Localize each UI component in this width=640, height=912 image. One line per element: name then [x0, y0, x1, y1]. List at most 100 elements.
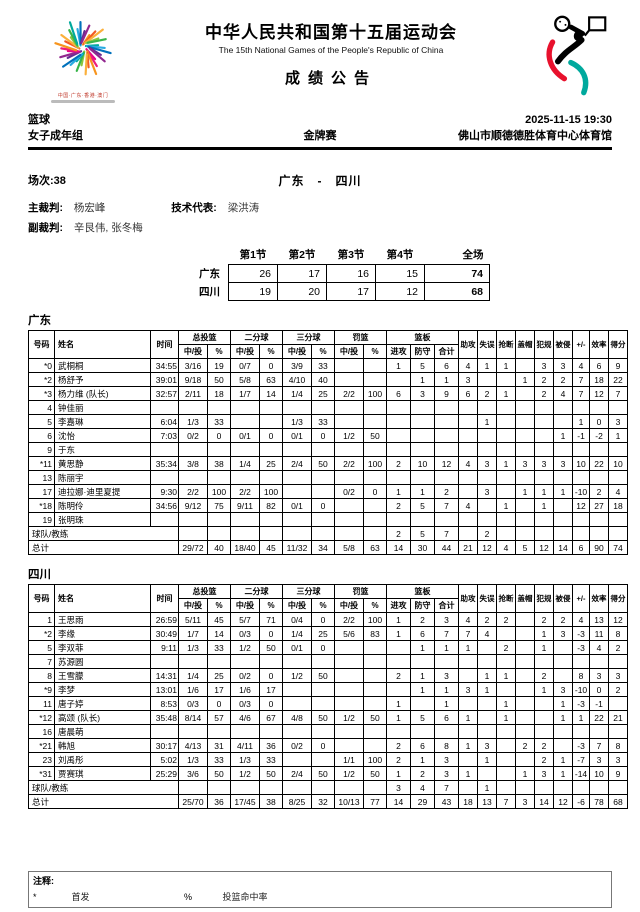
stat-cell: 1/4 [282, 626, 312, 641]
stat-cell: 1 [458, 766, 479, 781]
player-number: *18 [28, 498, 55, 513]
stat-cell: 12 [433, 456, 460, 471]
stat-cell: 1/2 [230, 766, 260, 781]
stat-cell: 2 [477, 526, 498, 541]
stat-cell [386, 428, 411, 443]
stat-cell [515, 668, 536, 683]
stat-cell [150, 724, 179, 739]
player-row: 23 刘禹彤 5:02 1/3 33 1/3 33 1/1 100 2 1 3 1 2 1 -7 3 3 [28, 752, 629, 767]
stat-cell: 2 [496, 640, 517, 655]
quarter-score-table: 第1节 第2节 第3节 第4节 全场 广东 26 17 16 15 74 四川 19 20 17 12 68 [180, 244, 490, 301]
player-number: 8 [28, 668, 55, 683]
stat-cell: 9 [608, 358, 629, 373]
stat-cell: 1/2 [230, 640, 260, 655]
stat-cell: 38 [259, 794, 283, 809]
quarter-score: 26 [228, 264, 278, 283]
stat-cell [515, 682, 536, 697]
stat-cell [386, 654, 411, 669]
quarter-score-wrap: 第1节 第2节 第3节 第4节 全场 广东 26 17 16 15 74 四川 19 20 17 12 68 [180, 244, 612, 301]
stat-cell: 29 [410, 794, 435, 809]
stat-cell: 1 [496, 710, 517, 725]
stat-cell [515, 498, 536, 513]
stat-cell: 1 [477, 358, 498, 373]
matchup: 广东 - 四川 [28, 172, 612, 189]
stat-cell [458, 696, 479, 711]
stat-cell [386, 640, 411, 655]
team-coach-label: 球队/教练 [28, 780, 179, 795]
stat-cell: 18 [458, 794, 479, 809]
stat-cell: 0 [311, 640, 335, 655]
stat-cell [207, 724, 231, 739]
stat-cell: 63 [363, 540, 387, 555]
stat-cell: 18 [608, 498, 629, 513]
stat-cell [334, 738, 364, 753]
basketball-pictogram [524, 12, 612, 103]
stat-cell: 8/14 [178, 710, 208, 725]
stat-cell [282, 470, 312, 485]
player-row: *11 黄思静 35:34 3/8 38 1/4 25 2/4 50 2/2 100 2 10 12 4 3 1… [28, 456, 629, 471]
stat-cell: 2/2 [334, 612, 364, 627]
stat-cell: 17 [207, 682, 231, 697]
quarter-header: 第1节 [239, 248, 267, 261]
stat-cell: 1/3 [282, 414, 312, 429]
stat-cell [572, 512, 591, 527]
stat-cell: 3 [458, 682, 479, 697]
player-number: 5 [28, 640, 55, 655]
stat-cell [515, 696, 536, 711]
col-time: 时间 [150, 330, 179, 359]
stat-cell: 1 [410, 484, 435, 499]
player-row: *21 韩旭 30:17 4/13 31 4/11 36 0/2 0 2 6 8 1 3 2 2 -3 7 8 [28, 738, 629, 753]
quarter-score: 17 [326, 282, 376, 301]
stat-cell: 5/7 [230, 612, 260, 627]
starter-label: 首发 [71, 892, 90, 902]
stat-cell [311, 752, 335, 767]
stat-cell: 0 [207, 696, 231, 711]
stat-cell [496, 470, 517, 485]
stat-cell: 2 [386, 498, 411, 513]
stat-cell [230, 414, 260, 429]
stat-cell [386, 470, 411, 485]
stat-cell [259, 414, 283, 429]
stat-cell: 2/2 [230, 484, 260, 499]
stat-cell: 57 [207, 710, 231, 725]
stat-cell: 3 [608, 752, 629, 767]
stat-cell [553, 442, 574, 457]
stat-cell: 78 [589, 794, 610, 809]
stat-cell: 7 [572, 386, 591, 401]
stat-cell [458, 428, 479, 443]
player-name: 陈明伶 [54, 498, 151, 513]
stat-cell [496, 682, 517, 697]
player-number: 1 [28, 612, 55, 627]
col-rebounds: 篮板 [385, 584, 460, 599]
stat-cell: 1 [496, 358, 517, 373]
stat-cell: 50 [207, 766, 231, 781]
player-number: *2 [28, 372, 55, 387]
player-name: 贾赛琪 [54, 766, 151, 781]
stat-cell [386, 400, 411, 415]
stat-cell [282, 752, 312, 767]
player-name: 唐子婷 [54, 696, 151, 711]
stat-cell [515, 470, 536, 485]
stat-cell [608, 400, 629, 415]
stat-cell: 2/2 [334, 456, 364, 471]
stat-cell [477, 512, 498, 527]
stat-cell: 6 [410, 738, 435, 753]
stat-cell: 4/11 [230, 738, 260, 753]
player-row: 6 沈怡 7:03 0/2 0 0/1 0 0/1 0 1/2 50 1 -1 -2 1 [28, 428, 629, 443]
quarter-header: 第3节 [337, 248, 365, 261]
stat-cell [458, 442, 479, 457]
stat-cell [207, 512, 231, 527]
quarter-header: 第4节 [386, 248, 414, 261]
stat-cell [334, 682, 364, 697]
stat-cell: 5:02 [150, 752, 179, 767]
stat-cell [259, 526, 283, 541]
stat-cell: 21 [458, 540, 479, 555]
stat-cell: 6 [433, 710, 460, 725]
stat-cell: 14 [553, 540, 574, 555]
stat-cell: 1 [477, 668, 498, 683]
stat-cell: 18 [207, 386, 231, 401]
stat-cell: 22 [608, 372, 629, 387]
col-rebounds: 篮板 [385, 330, 460, 345]
col-made-att: 中/投 [178, 598, 208, 613]
stat-cell [363, 682, 387, 697]
